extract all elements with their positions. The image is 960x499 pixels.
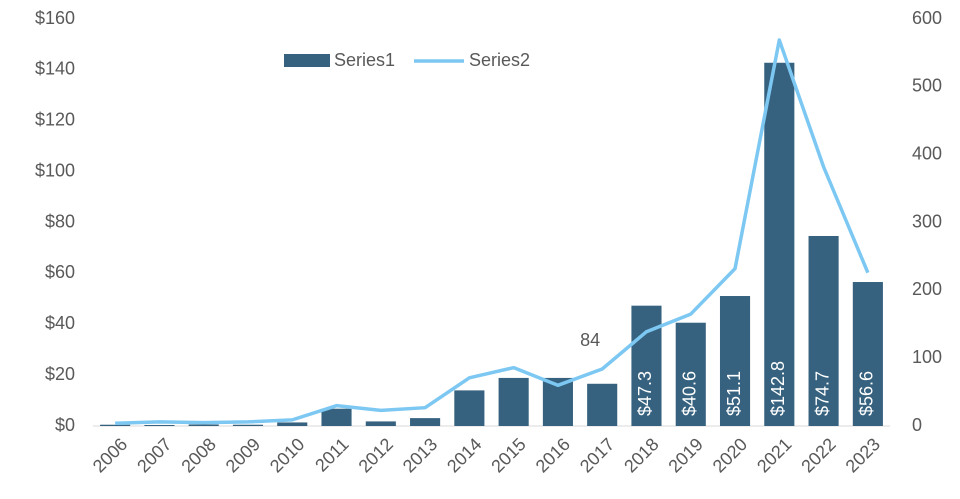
y2-tick-label: 600 (912, 8, 942, 28)
y2-tick-label: 300 (912, 211, 942, 231)
bar (852, 282, 883, 426)
x-tick-label: 2009 (222, 434, 264, 476)
bar (454, 390, 485, 426)
bar (365, 421, 396, 426)
y2-tick-label: 500 (912, 76, 942, 96)
bar (232, 424, 264, 426)
bar (764, 62, 795, 426)
x-tick-label: 2023 (842, 434, 884, 476)
y-tick-label: $80 (45, 211, 75, 231)
bar (587, 383, 618, 426)
x-tick-label: 2006 (89, 434, 131, 476)
data-label: $142.8 (768, 361, 788, 416)
x-tick-label: 2011 (311, 434, 353, 476)
annotation: 84 (580, 330, 600, 350)
y2-tick-label: 200 (912, 279, 942, 299)
y-tick-label: $60 (45, 262, 75, 282)
x-tick-label: 2017 (576, 434, 618, 476)
x-tick-label: 2021 (753, 434, 795, 476)
y-tick-label: $100 (35, 160, 75, 180)
x-tick-label: 2008 (177, 434, 219, 476)
x-tick-label: 2007 (133, 434, 175, 476)
x-tick-label: 2022 (797, 434, 839, 476)
bar (410, 418, 441, 426)
bar (631, 305, 662, 426)
bar (188, 424, 219, 426)
data-label: $51.1 (724, 371, 744, 416)
y2-tick-label: 100 (912, 347, 942, 367)
legend-label: Series1 (334, 50, 395, 70)
x-tick-label: 2018 (620, 434, 662, 476)
x-tick-label: 2015 (487, 434, 529, 476)
bar (277, 422, 308, 426)
y-tick-label: $40 (45, 313, 75, 333)
data-label: $74.7 (812, 371, 832, 416)
bar (719, 296, 751, 426)
x-tick-label: 2019 (664, 434, 706, 476)
x-tick-label: 2020 (709, 434, 751, 476)
bar (321, 408, 352, 426)
bar (498, 377, 529, 426)
y-tick-label: $120 (35, 110, 75, 130)
y-tick-label: $140 (35, 59, 75, 79)
data-label: $47.3 (635, 371, 655, 416)
data-label: $56.6 (857, 371, 877, 416)
y-tick-label: $0 (55, 415, 75, 435)
x-tick-label: 2014 (443, 434, 485, 476)
y-tick-label: $20 (45, 364, 75, 384)
bar (144, 424, 175, 426)
bar (675, 322, 706, 426)
bar (808, 235, 839, 426)
legend-label: Series2 (469, 50, 530, 70)
legend-swatch (284, 54, 330, 67)
x-tick-label: 2012 (355, 434, 397, 476)
y2-tick-label: 400 (912, 143, 942, 163)
data-label: $40.6 (680, 371, 700, 416)
y2-tick-label: 0 (912, 415, 922, 435)
x-tick-label: 2013 (399, 434, 441, 476)
bar (100, 424, 131, 426)
x-tick-label: 2016 (532, 434, 574, 476)
line (115, 38, 870, 426)
y-tick-label: $160 (35, 8, 75, 28)
x-tick-label: 2010 (266, 434, 308, 476)
